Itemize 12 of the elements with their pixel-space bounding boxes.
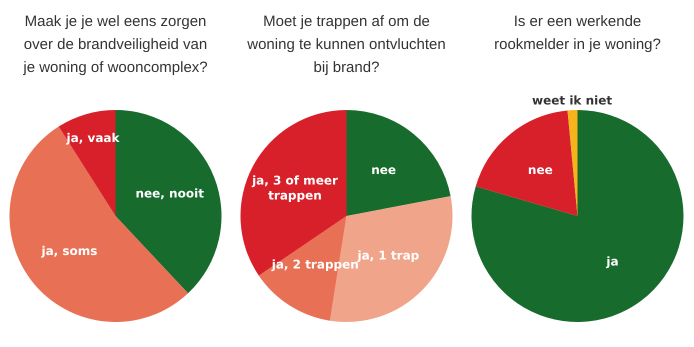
chart-title: Moet je trappen af om de woning te kunnen ontvluchten bij brand? [247,12,446,78]
slice-label: ja, 2 trappen [270,257,359,272]
slice-label: ja, 1 trap [356,248,420,263]
slice-label: nee, nooit [135,186,204,201]
slice-label: ja [605,254,619,269]
chart-title: Is er een werkende rookmelder in je woning? [493,12,662,55]
slice-label: weet ik niet [532,93,612,108]
slice-label: ja, soms [40,244,98,258]
slice-label: nee [371,163,396,178]
chart-title: Maak je je wel eens zorgen over de brandveiligheid van je woning of wooncomplex? [22,12,209,78]
slice-label: ja, 3 of meer trappen [251,173,338,202]
slice-label: nee [528,163,553,178]
